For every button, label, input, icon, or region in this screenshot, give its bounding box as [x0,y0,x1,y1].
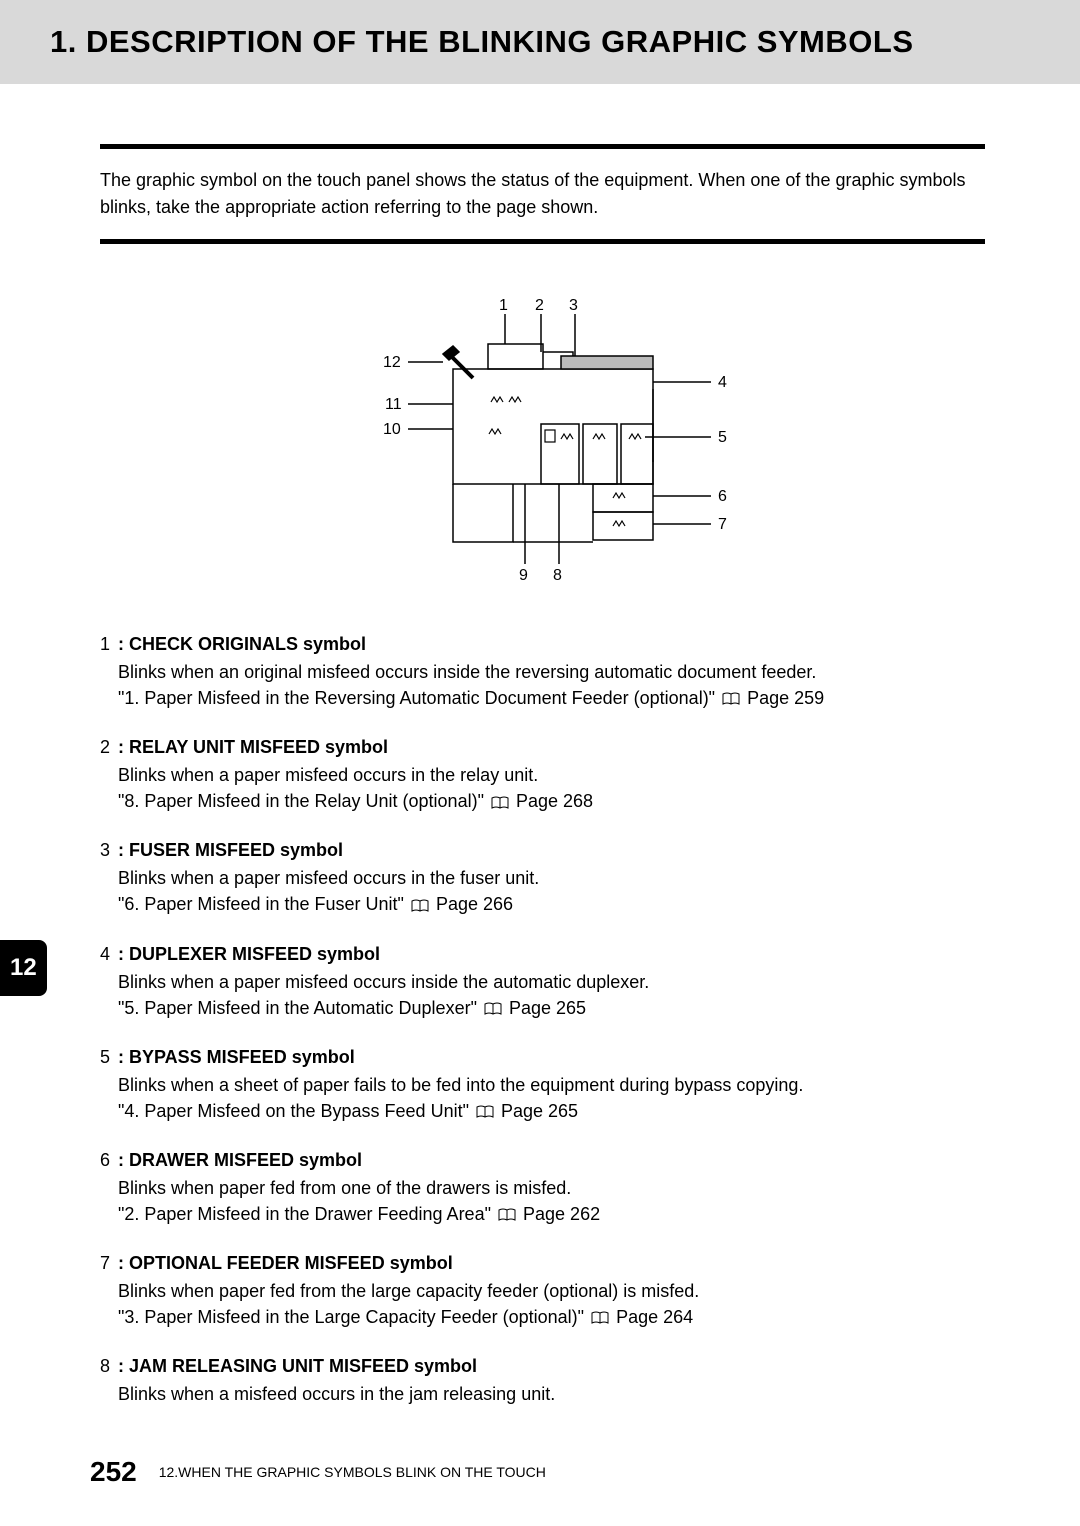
symbol-heading: 8: JAM RELEASING UNIT MISFEED symbol [100,1356,985,1377]
symbol-number: 2 [100,737,118,758]
symbol-body: Blinks when an original misfeed occurs i… [100,659,985,711]
symbol-body: Blinks when paper fed from the large cap… [100,1278,985,1330]
symbol-description: Blinks when an original misfeed occurs i… [118,662,816,682]
symbol-item: 2: RELAY UNIT MISFEED symbol Blinks when … [100,737,985,814]
symbol-number: 4 [100,944,118,965]
content-area: The graphic symbol on the touch panel sh… [0,144,1080,1407]
symbol-ref: "3. Paper Misfeed in the Large Capacity … [118,1307,584,1327]
symbol-heading: 2: RELAY UNIT MISFEED symbol [100,737,985,758]
symbol-ref: "2. Paper Misfeed in the Drawer Feeding … [118,1204,491,1224]
symbol-number: 7 [100,1253,118,1274]
symbol-number: 5 [100,1047,118,1068]
diagram-label-12: 12 [383,354,401,371]
symbol-heading: 7: OPTIONAL FEEDER MISFEED symbol [100,1253,985,1274]
book-icon [591,1311,609,1325]
symbol-body: Blinks when a paper misfeed occurs insid… [100,969,985,1021]
book-icon [411,899,429,913]
symbol-body: Blinks when a paper misfeed occurs in th… [100,865,985,917]
symbol-title: : RELAY UNIT MISFEED symbol [118,737,388,757]
book-icon [722,692,740,706]
symbol-number: 8 [100,1356,118,1377]
symbol-page-ref: Page 264 [616,1307,693,1327]
printer-diagram: 1 2 3 4 5 6 7 8 9 10 11 12 [313,294,773,584]
symbol-heading: 3: FUSER MISFEED symbol [100,840,985,861]
symbol-number: 1 [100,634,118,655]
symbol-heading: 5: BYPASS MISFEED symbol [100,1047,985,1068]
symbol-ref: "4. Paper Misfeed on the Bypass Feed Uni… [118,1101,469,1121]
symbol-item: 5: BYPASS MISFEED symbol Blinks when a sh… [100,1047,985,1124]
symbol-ref: "1. Paper Misfeed in the Reversing Autom… [118,688,715,708]
symbol-list: 1: CHECK ORIGINALS symbol Blinks when an … [100,634,985,1407]
symbol-title: : DUPLEXER MISFEED symbol [118,944,380,964]
diagram-label-7: 7 [718,516,727,533]
diagram-label-1: 1 [499,297,508,314]
symbol-heading: 1: CHECK ORIGINALS symbol [100,634,985,655]
diagram-label-3: 3 [569,297,578,314]
symbol-item: 6: DRAWER MISFEED symbol Blinks when pape… [100,1150,985,1227]
symbol-description: Blinks when a misfeed occurs in the jam … [118,1384,555,1404]
book-icon [491,796,509,810]
symbol-title: : OPTIONAL FEEDER MISFEED symbol [118,1253,453,1273]
symbol-title: : CHECK ORIGINALS symbol [118,634,366,654]
diagram-label-10: 10 [383,421,401,438]
symbol-description: Blinks when a paper misfeed occurs in th… [118,765,538,785]
symbol-page-ref: Page 265 [509,998,586,1018]
page-footer: 252 12.WHEN THE GRAPHIC SYMBOLS BLINK ON… [90,1456,546,1488]
diagram-label-2: 2 [535,297,544,314]
symbol-page-ref: Page 266 [436,894,513,914]
diagram-label-5: 5 [718,429,727,446]
symbol-body: Blinks when a sheet of paper fails to be… [100,1072,985,1124]
symbol-item: 7: OPTIONAL FEEDER MISFEED symbol Blinks … [100,1253,985,1330]
symbol-ref: "8. Paper Misfeed in the Relay Unit (opt… [118,791,484,811]
symbol-page-ref: Page 259 [747,688,824,708]
symbol-item: 8: JAM RELEASING UNIT MISFEED symbol Blin… [100,1356,985,1407]
book-icon [498,1208,516,1222]
symbol-page-ref: Page 268 [516,791,593,811]
symbol-page-ref: Page 262 [523,1204,600,1224]
symbol-number: 6 [100,1150,118,1171]
diagram-container: 1 2 3 4 5 6 7 8 9 10 11 12 [100,294,985,584]
symbol-number: 3 [100,840,118,861]
symbol-ref: "6. Paper Misfeed in the Fuser Unit" [118,894,404,914]
chapter-tab: 12 [0,940,47,996]
symbol-body: Blinks when a paper misfeed occurs in th… [100,762,985,814]
symbol-description: Blinks when a sheet of paper fails to be… [118,1075,803,1095]
book-icon [484,1002,502,1016]
symbol-title: : BYPASS MISFEED symbol [118,1047,355,1067]
symbol-description: Blinks when paper fed from the large cap… [118,1281,699,1301]
symbol-heading: 6: DRAWER MISFEED symbol [100,1150,985,1171]
symbol-title: : FUSER MISFEED symbol [118,840,343,860]
symbol-description: Blinks when a paper misfeed occurs insid… [118,972,649,992]
top-rule [100,144,985,149]
diagram-label-11: 11 [385,396,402,413]
bottom-rule [100,239,985,244]
symbol-item: 1: CHECK ORIGINALS symbol Blinks when an … [100,634,985,711]
symbol-body: Blinks when paper fed from one of the dr… [100,1175,985,1227]
page-number: 252 [90,1456,137,1488]
symbol-description: Blinks when a paper misfeed occurs in th… [118,868,539,888]
diagram-label-6: 6 [718,488,727,505]
symbol-item: 3: FUSER MISFEED symbol Blinks when a pap… [100,840,985,917]
symbol-item: 4: DUPLEXER MISFEED symbol Blinks when a … [100,944,985,1021]
diagram-label-8: 8 [553,567,562,584]
book-icon [476,1105,494,1119]
symbol-ref: "5. Paper Misfeed in the Automatic Duple… [118,998,477,1018]
section-title-bar: 1. DESCRIPTION OF THE BLINKING GRAPHIC S… [0,0,1080,84]
symbol-title: : JAM RELEASING UNIT MISFEED symbol [118,1356,477,1376]
symbol-page-ref: Page 265 [501,1101,578,1121]
intro-text: The graphic symbol on the touch panel sh… [100,167,985,221]
symbol-title: : DRAWER MISFEED symbol [118,1150,362,1170]
section-title: 1. DESCRIPTION OF THE BLINKING GRAPHIC S… [50,24,1080,60]
symbol-description: Blinks when paper fed from one of the dr… [118,1178,571,1198]
diagram-label-4: 4 [718,374,727,391]
footer-chapter-label: 12.WHEN THE GRAPHIC SYMBOLS BLINK ON THE… [159,1464,546,1480]
symbol-heading: 4: DUPLEXER MISFEED symbol [100,944,985,965]
diagram-label-9: 9 [519,567,528,584]
symbol-body: Blinks when a misfeed occurs in the jam … [100,1381,985,1407]
